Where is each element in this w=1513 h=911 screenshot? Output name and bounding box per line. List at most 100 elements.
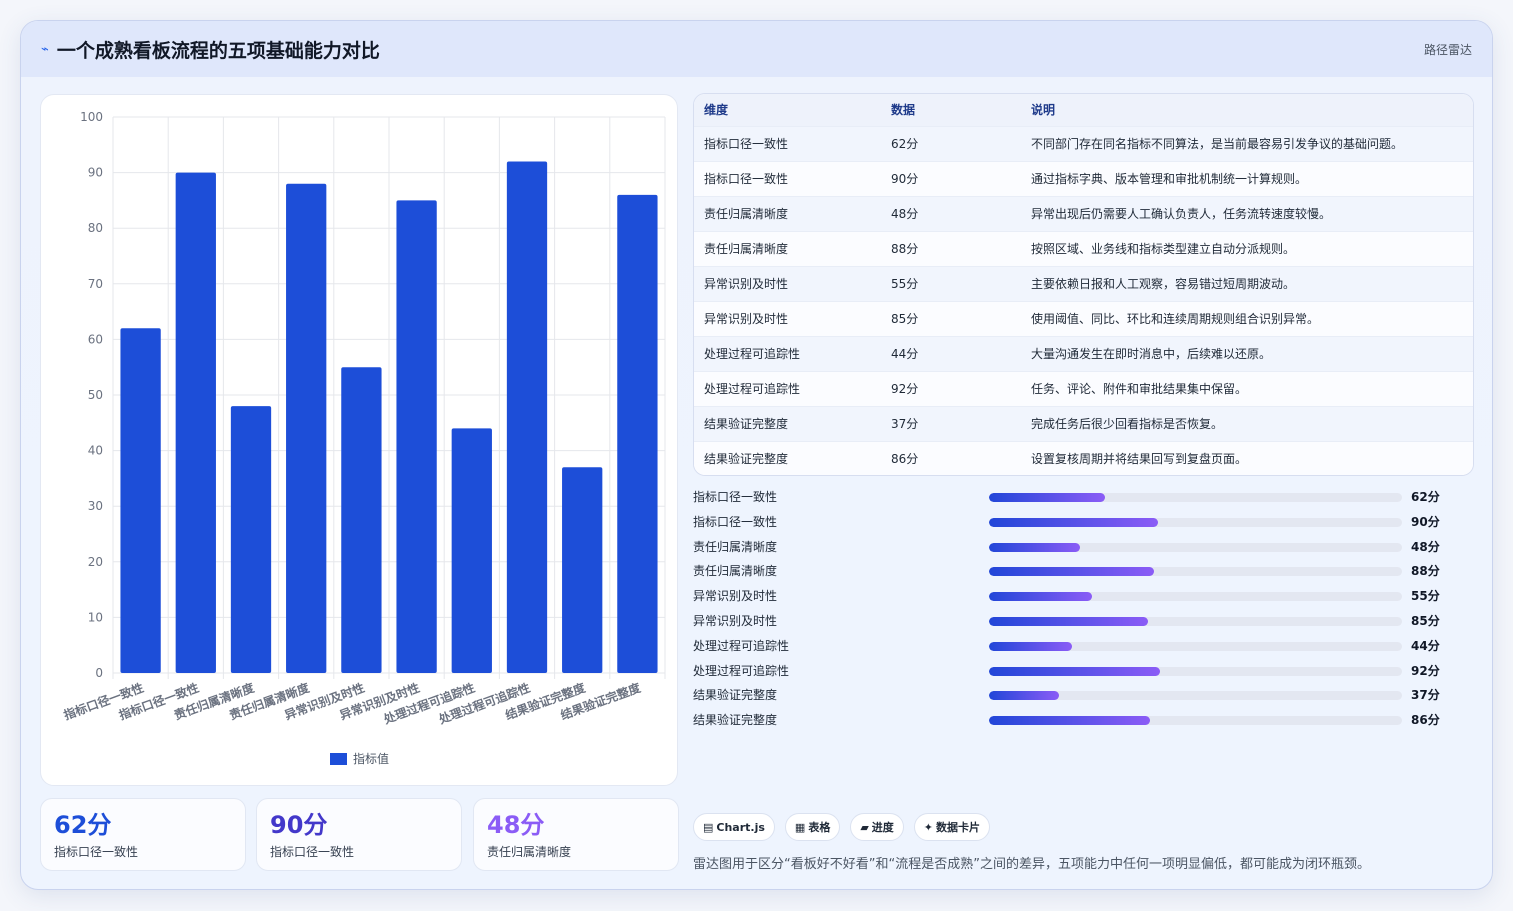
progress-fill xyxy=(989,716,1151,726)
progress-fill xyxy=(989,592,1093,602)
bar xyxy=(341,367,382,673)
stat-label: 指标口径一致性 xyxy=(54,845,139,859)
table-cell-description: 大量沟通发生在即时消息中，后续难以还原。 xyxy=(1021,335,1473,371)
table-row: 处理过程可追踪性 44分 大量沟通发生在即时消息中，后续难以还原。 xyxy=(694,335,1473,371)
table-cell-description: 完成任务后很少回看指标是否恢复。 xyxy=(1021,405,1473,441)
y-tick-label: 100 xyxy=(80,110,103,124)
progress-icon: ▰ xyxy=(860,820,869,834)
tag-label: Chart.js xyxy=(716,820,765,834)
bar-chart: 0102030405060708090100指标口径一致性指标口径一致性责任归属… xyxy=(62,110,666,766)
progress-list: 指标口径一致性 62分 指标口径一致性 90分 责任归属清晰度 48分 责任归属清晰度 88分… xyxy=(693,484,1474,734)
progress-row: 责任归属清晰度 48分 xyxy=(693,534,1474,559)
progress-track xyxy=(989,567,1402,577)
bar xyxy=(120,328,161,673)
bar xyxy=(396,200,437,673)
table-cell-description: 主要依赖日报和人工观察，容易错过短周期波动。 xyxy=(1021,265,1473,301)
table-row: 异常识别及时性 55分 主要依赖日报和人工观察，容易错过短周期波动。 xyxy=(694,265,1473,301)
table-row: 责任归属清晰度 48分 异常出现后仍需要人工确认负责人，任务流转速度较慢。 xyxy=(694,195,1473,231)
stat-value: 48分 xyxy=(487,811,545,839)
stat-value: 90分 xyxy=(270,811,328,839)
y-tick-label: 50 xyxy=(88,388,103,402)
tag-progress[interactable]: ▰ 进度 xyxy=(850,813,904,841)
table-cell-description: 任务、评论、附件和审批结果集中保留。 xyxy=(1021,370,1473,406)
progress-label: 责任归属清晰度 xyxy=(693,564,778,579)
y-tick-label: 40 xyxy=(88,444,103,458)
tag-data-card[interactable]: ✦ 数据卡片 xyxy=(913,813,991,841)
legend-label: 指标值 xyxy=(353,751,389,766)
progress-value: 85分 xyxy=(1411,613,1440,628)
table-row: 结果验证完整度 37分 完成任务后很少回看指标是否恢复。 xyxy=(694,405,1473,441)
bar xyxy=(175,172,216,673)
y-tick-label: 60 xyxy=(88,332,103,346)
bar xyxy=(506,161,548,673)
table-cell-data: 86分 xyxy=(881,440,1021,475)
table-cell-description: 设置复核周期并将结果回写到复盘页面。 xyxy=(1021,440,1473,475)
stat-label: 指标口径一致性 xyxy=(270,845,355,859)
progress-value: 92分 xyxy=(1411,663,1440,678)
progress-value: 55分 xyxy=(1411,589,1440,604)
stat-card-2: 90分 指标口径一致性 xyxy=(256,798,462,871)
lightning-icon: ⌁ xyxy=(41,41,49,57)
stat-label: 责任归属清晰度 xyxy=(487,845,572,859)
progress-label: 指标口径一致性 xyxy=(693,514,778,529)
progress-track xyxy=(989,517,1402,527)
progress-row: 异常识别及时性 55分 xyxy=(693,583,1474,608)
progress-value: 62分 xyxy=(1411,490,1440,504)
progress-track xyxy=(989,616,1402,626)
data-table-card: 维度 数据 说明 指标口径一致性 62分 不同部门存在同名指标不同算法，是当前最容易… xyxy=(693,93,1474,476)
tag-list: ▤ Chart.js ▦ 表格 ▰ 进度 ✦ 数据卡片 xyxy=(693,813,991,841)
table-cell-data: 88分 xyxy=(881,230,1021,266)
table-cell-dimension: 结果验证完整度 xyxy=(694,440,881,475)
progress-label: 处理过程可追踪性 xyxy=(693,638,790,653)
table-cell-dimension: 异常识别及时性 xyxy=(694,265,881,301)
progress-fill xyxy=(989,493,1105,502)
progress-row: 异常识别及时性 85分 xyxy=(693,608,1474,633)
y-tick-label: 90 xyxy=(88,166,103,180)
bar xyxy=(617,194,658,673)
progress-fill xyxy=(989,616,1148,626)
progress-value: 88分 xyxy=(1411,564,1440,579)
progress-row: 结果验证完整度 86分 xyxy=(693,707,1474,732)
dashboard-frame: ⌁ 一个成熟看板流程的五项基础能力对比 路径雷达 0 10 20 30 40 50 60 70… xyxy=(20,20,1493,890)
bar xyxy=(451,428,492,673)
progress-row: 指标口径一致性 90分 xyxy=(693,509,1474,534)
tag-chartjs[interactable]: ▤ Chart.js xyxy=(693,813,775,841)
progress-label: 处理过程可追踪性 xyxy=(693,663,790,678)
footnote: 雷达图用于区分“看板好不好看”和“流程是否成熟”之间的差异，五项能力中任何一项明… xyxy=(693,857,1370,872)
tag-label: 进度 xyxy=(871,821,894,834)
stat-card-3: 48分 责任归属清晰度 xyxy=(473,798,679,871)
table-row: 指标口径一致性 90分 通过指标字典、版本管理和审批机制统一计算规则。 xyxy=(694,160,1473,196)
progress-fill xyxy=(989,641,1072,651)
table-cell-dimension: 指标口径一致性 xyxy=(694,125,881,161)
progress-fill xyxy=(989,542,1080,552)
progress-track xyxy=(989,493,1402,502)
progress-row: 指标口径一致性 62分 xyxy=(693,484,1474,509)
progress-track xyxy=(989,592,1402,602)
table-cell-description: 异常出现后仍需要人工确认负责人，任务流转速度较慢。 xyxy=(1021,195,1473,231)
progress-track xyxy=(989,641,1402,651)
chart-icon: ▤ xyxy=(703,820,714,834)
y-tick-label: 0 xyxy=(95,666,103,680)
bar xyxy=(230,406,272,673)
progress-label: 结果验证完整度 xyxy=(693,688,778,703)
progress-row: 处理过程可追踪性 92分 xyxy=(693,658,1474,683)
header: ⌁ 一个成熟看板流程的五项基础能力对比 路径雷达 xyxy=(21,21,1492,77)
tag-label: 表格 xyxy=(808,821,831,834)
progress-value: 48分 xyxy=(1411,539,1440,554)
stat-value: 62分 xyxy=(54,811,112,839)
progress-label: 异常识别及时性 xyxy=(693,589,778,604)
table-cell-data: 62分 xyxy=(881,125,1021,161)
header-badge: 路径雷达 xyxy=(1423,42,1472,57)
progress-track xyxy=(989,666,1402,676)
progress-label: 指标口径一致性 xyxy=(693,490,778,504)
y-tick-label: 20 xyxy=(88,555,103,569)
tag-table[interactable]: ▦ 表格 xyxy=(784,813,841,841)
table-cell-data: 44分 xyxy=(881,335,1021,371)
table-row: 结果验证完整度 86分 设置复核周期并将结果回写到复盘页面。 xyxy=(694,440,1473,475)
table-header-description: 说明 xyxy=(1031,103,1056,118)
table-cell-data: 90分 xyxy=(881,160,1021,196)
progress-row: 责任归属清晰度 88分 xyxy=(693,558,1474,583)
table-cell-description: 通过指标字典、版本管理和审批机制统一计算规则。 xyxy=(1021,160,1473,196)
table-header-data: 数据 xyxy=(891,103,916,118)
progress-label: 结果验证完整度 xyxy=(693,713,778,728)
